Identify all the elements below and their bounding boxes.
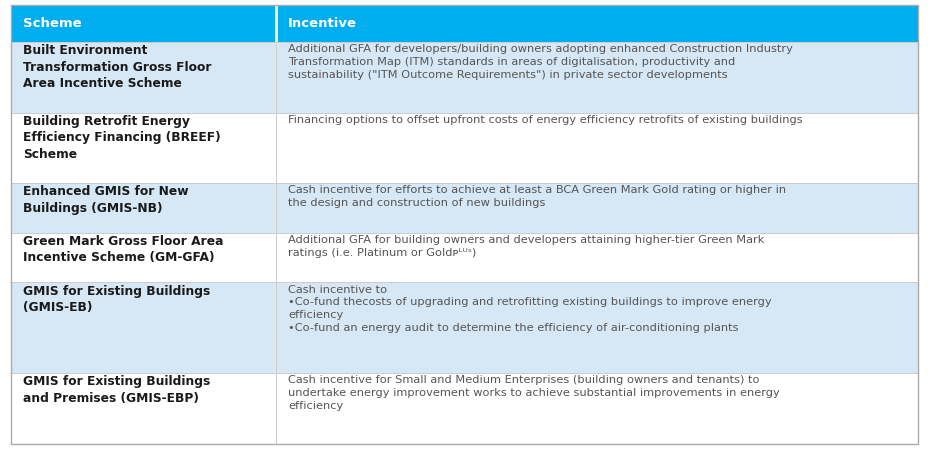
Text: Additional GFA for building owners and developers attaining higher-tier Green Ma: Additional GFA for building owners and d… — [288, 235, 764, 258]
Bar — [11, 282, 918, 373]
Text: Incentive: Incentive — [288, 17, 358, 30]
Bar — [11, 42, 918, 113]
Text: Cash incentive to
•Co-fund thecosts of upgrading and retrofitting existing build: Cash incentive to •Co-fund thecosts of u… — [288, 285, 772, 333]
Bar — [11, 233, 918, 282]
Text: Additional GFA for developers/building owners adopting enhanced Construction Ind: Additional GFA for developers/building o… — [288, 44, 793, 80]
Bar — [11, 373, 918, 444]
Text: Built Environment
Transformation Gross Floor
Area Incentive Scheme: Built Environment Transformation Gross F… — [24, 44, 212, 90]
Text: Scheme: Scheme — [24, 17, 82, 30]
Text: Enhanced GMIS for New
Buildings (GMIS-NB): Enhanced GMIS for New Buildings (GMIS-NB… — [24, 185, 189, 215]
Bar — [11, 5, 918, 42]
Text: Financing options to offset upfront costs of energy efficiency retrofits of exis: Financing options to offset upfront cost… — [288, 114, 803, 125]
Text: Building Retrofit Energy
Efficiency Financing (BREEF)
Scheme: Building Retrofit Energy Efficiency Fina… — [24, 114, 221, 161]
Text: Green Mark Gross Floor Area
Incentive Scheme (GM-GFA): Green Mark Gross Floor Area Incentive Sc… — [24, 235, 224, 264]
Text: GMIS for Existing Buildings
and Premises (GMIS-EBP): GMIS for Existing Buildings and Premises… — [24, 375, 211, 405]
Bar — [11, 113, 918, 183]
Text: GMIS for Existing Buildings
(GMIS-EB): GMIS for Existing Buildings (GMIS-EB) — [24, 285, 211, 314]
Text: Cash incentive for Small and Medium Enterprises (building owners and tenants) to: Cash incentive for Small and Medium Ente… — [288, 375, 780, 411]
Bar — [11, 183, 918, 233]
Text: Cash incentive for efforts to achieve at least a BCA Green Mark Gold rating or h: Cash incentive for efforts to achieve at… — [288, 185, 787, 208]
